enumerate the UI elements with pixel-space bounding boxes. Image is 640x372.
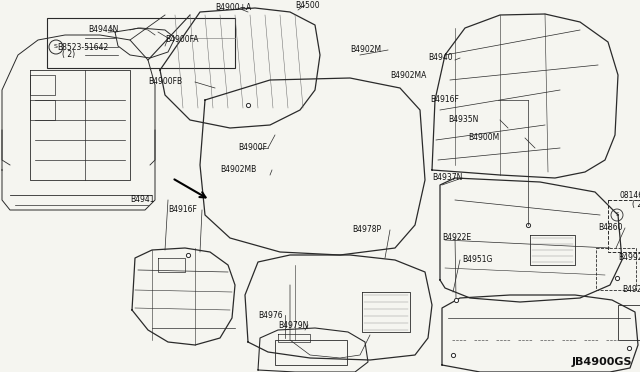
Text: B4916F: B4916F bbox=[430, 96, 459, 105]
Text: S: S bbox=[54, 45, 58, 49]
Text: S: S bbox=[615, 212, 619, 218]
Text: B4940: B4940 bbox=[428, 54, 452, 62]
Text: B4937N: B4937N bbox=[432, 173, 462, 183]
Text: B4902M: B4902M bbox=[350, 45, 381, 55]
Text: B4860: B4860 bbox=[598, 224, 623, 232]
Text: B4902MB: B4902MB bbox=[220, 166, 256, 174]
Text: B4941: B4941 bbox=[130, 196, 154, 205]
Text: B4976: B4976 bbox=[258, 311, 283, 320]
Text: 08146-6162G: 08146-6162G bbox=[620, 190, 640, 199]
Text: B4500: B4500 bbox=[295, 0, 319, 10]
Text: ( 2): ( 2) bbox=[632, 201, 640, 209]
Text: JB4900GS: JB4900GS bbox=[572, 357, 632, 367]
Text: B4979N: B4979N bbox=[278, 321, 308, 330]
Text: B4900+A: B4900+A bbox=[215, 3, 252, 13]
Text: ( 2): ( 2) bbox=[62, 51, 75, 60]
Bar bbox=[618, 305, 640, 340]
Text: B4900FB: B4900FB bbox=[148, 77, 182, 87]
Text: B4935N: B4935N bbox=[448, 115, 478, 125]
Text: B4900M: B4900M bbox=[468, 134, 499, 142]
Text: B4902MA: B4902MA bbox=[390, 71, 426, 80]
Text: B4992: B4992 bbox=[618, 253, 640, 263]
Text: B4951G: B4951G bbox=[462, 256, 492, 264]
Text: B4900FA: B4900FA bbox=[165, 35, 198, 45]
Text: B4922E: B4922E bbox=[442, 234, 471, 243]
Bar bbox=[608, 200, 640, 252]
Bar bbox=[596, 248, 636, 290]
Text: B4944N: B4944N bbox=[88, 26, 118, 35]
Text: B4922EA: B4922EA bbox=[622, 285, 640, 295]
Bar bbox=[47, 18, 235, 68]
Text: B4916F: B4916F bbox=[168, 205, 197, 215]
Text: B4978P: B4978P bbox=[352, 225, 381, 234]
Text: B4900F: B4900F bbox=[238, 144, 267, 153]
Bar bbox=[275, 340, 347, 365]
Text: B8523-51642: B8523-51642 bbox=[57, 42, 108, 51]
